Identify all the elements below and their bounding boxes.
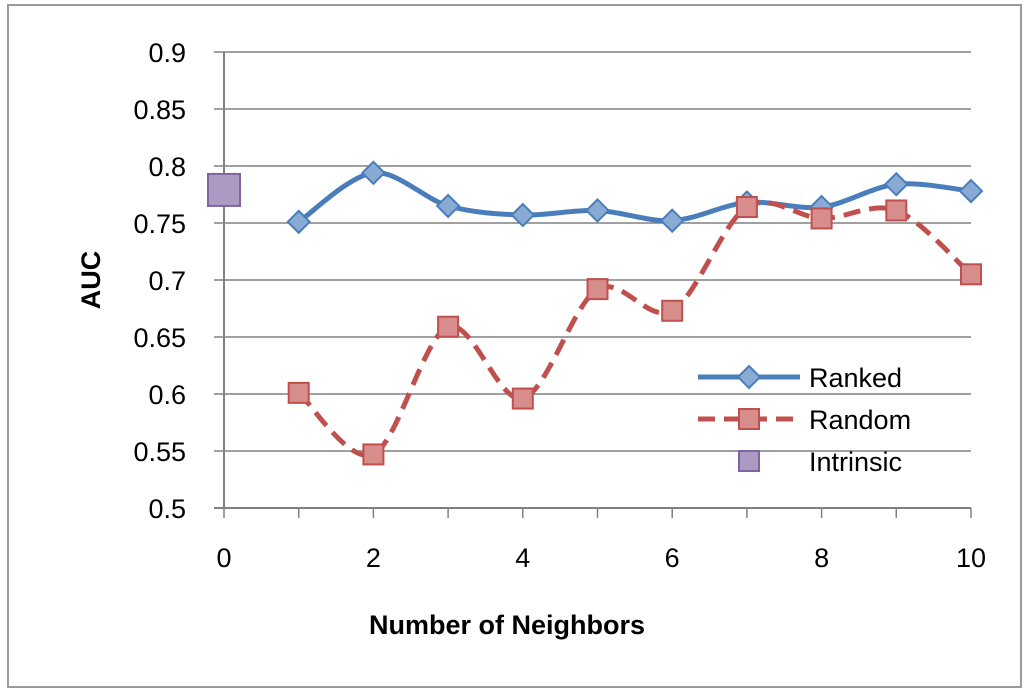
axis-layer: 0.5 0.55 0.6 0.65 0.7 0.75 0.8 0.85 0.9 0 2 4 6 8 10 (133, 38, 986, 573)
data-point-random (362, 443, 385, 466)
y-tick-label: 0.8 (148, 152, 186, 182)
data-point-ranked (883, 171, 909, 197)
y-tick-label: 0.9 (148, 38, 186, 68)
y-axis-title: AUC (76, 251, 106, 310)
data-point-random (810, 207, 833, 230)
data-point-random (960, 263, 982, 286)
data-point-ranked (435, 193, 461, 219)
legend-marker-ranked (736, 364, 762, 390)
legend-item-intrinsic: Intrinsic (738, 447, 902, 477)
x-tick-label: 8 (814, 543, 829, 573)
data-point-random (885, 199, 908, 222)
grid-layer (214, 51, 971, 509)
y-tick-label: 0.85 (133, 95, 186, 125)
chart-border (7, 4, 1022, 688)
data-point-ranked (510, 202, 536, 228)
y-tick-label: 0.5 (148, 494, 186, 524)
data-point-ranked (286, 209, 312, 235)
series-layer (207, 160, 984, 466)
data-point-ranked (659, 208, 685, 234)
series-random (287, 196, 982, 466)
x-axis-title: Number of Neighbors (369, 610, 645, 640)
data-point-random (511, 387, 534, 410)
series-line-random (296, 200, 973, 459)
legend-item-random: Random (698, 405, 911, 435)
y-tick-label: 0.55 (133, 437, 186, 467)
data-point-random (586, 278, 609, 301)
x-tick-label: 0 (216, 543, 231, 573)
x-tick-label: 6 (665, 543, 680, 573)
y-tick-label: 0.6 (148, 380, 186, 410)
legend: Ranked Random Intrinsic (698, 363, 911, 477)
data-point-ranked (958, 178, 984, 204)
x-tick-label: 2 (366, 543, 381, 573)
y-tick-label: 0.7 (148, 266, 186, 296)
legend-label-ranked: Ranked (809, 363, 902, 393)
legend-marker-random (738, 408, 760, 430)
y-tick-label: 0.75 (133, 209, 186, 239)
data-point-random (287, 381, 310, 404)
legend-marker-intrinsic (738, 450, 760, 472)
x-tick-label: 4 (515, 543, 530, 573)
legend-item-ranked: Ranked (698, 363, 902, 393)
data-point-random (437, 315, 460, 338)
series-line-ranked (297, 170, 972, 224)
y-tick-label: 0.65 (133, 323, 186, 353)
data-point-intrinsic (207, 172, 241, 207)
data-point-random (661, 299, 684, 322)
data-point-random (735, 196, 758, 219)
legend-label-random: Random (809, 405, 911, 435)
series-intrinsic (207, 172, 241, 207)
legend-label-intrinsic: Intrinsic (809, 447, 902, 477)
data-point-ranked (585, 198, 610, 223)
series-ranked (286, 160, 984, 235)
data-point-ranked (360, 160, 386, 186)
x-tick-label: 10 (956, 543, 986, 573)
